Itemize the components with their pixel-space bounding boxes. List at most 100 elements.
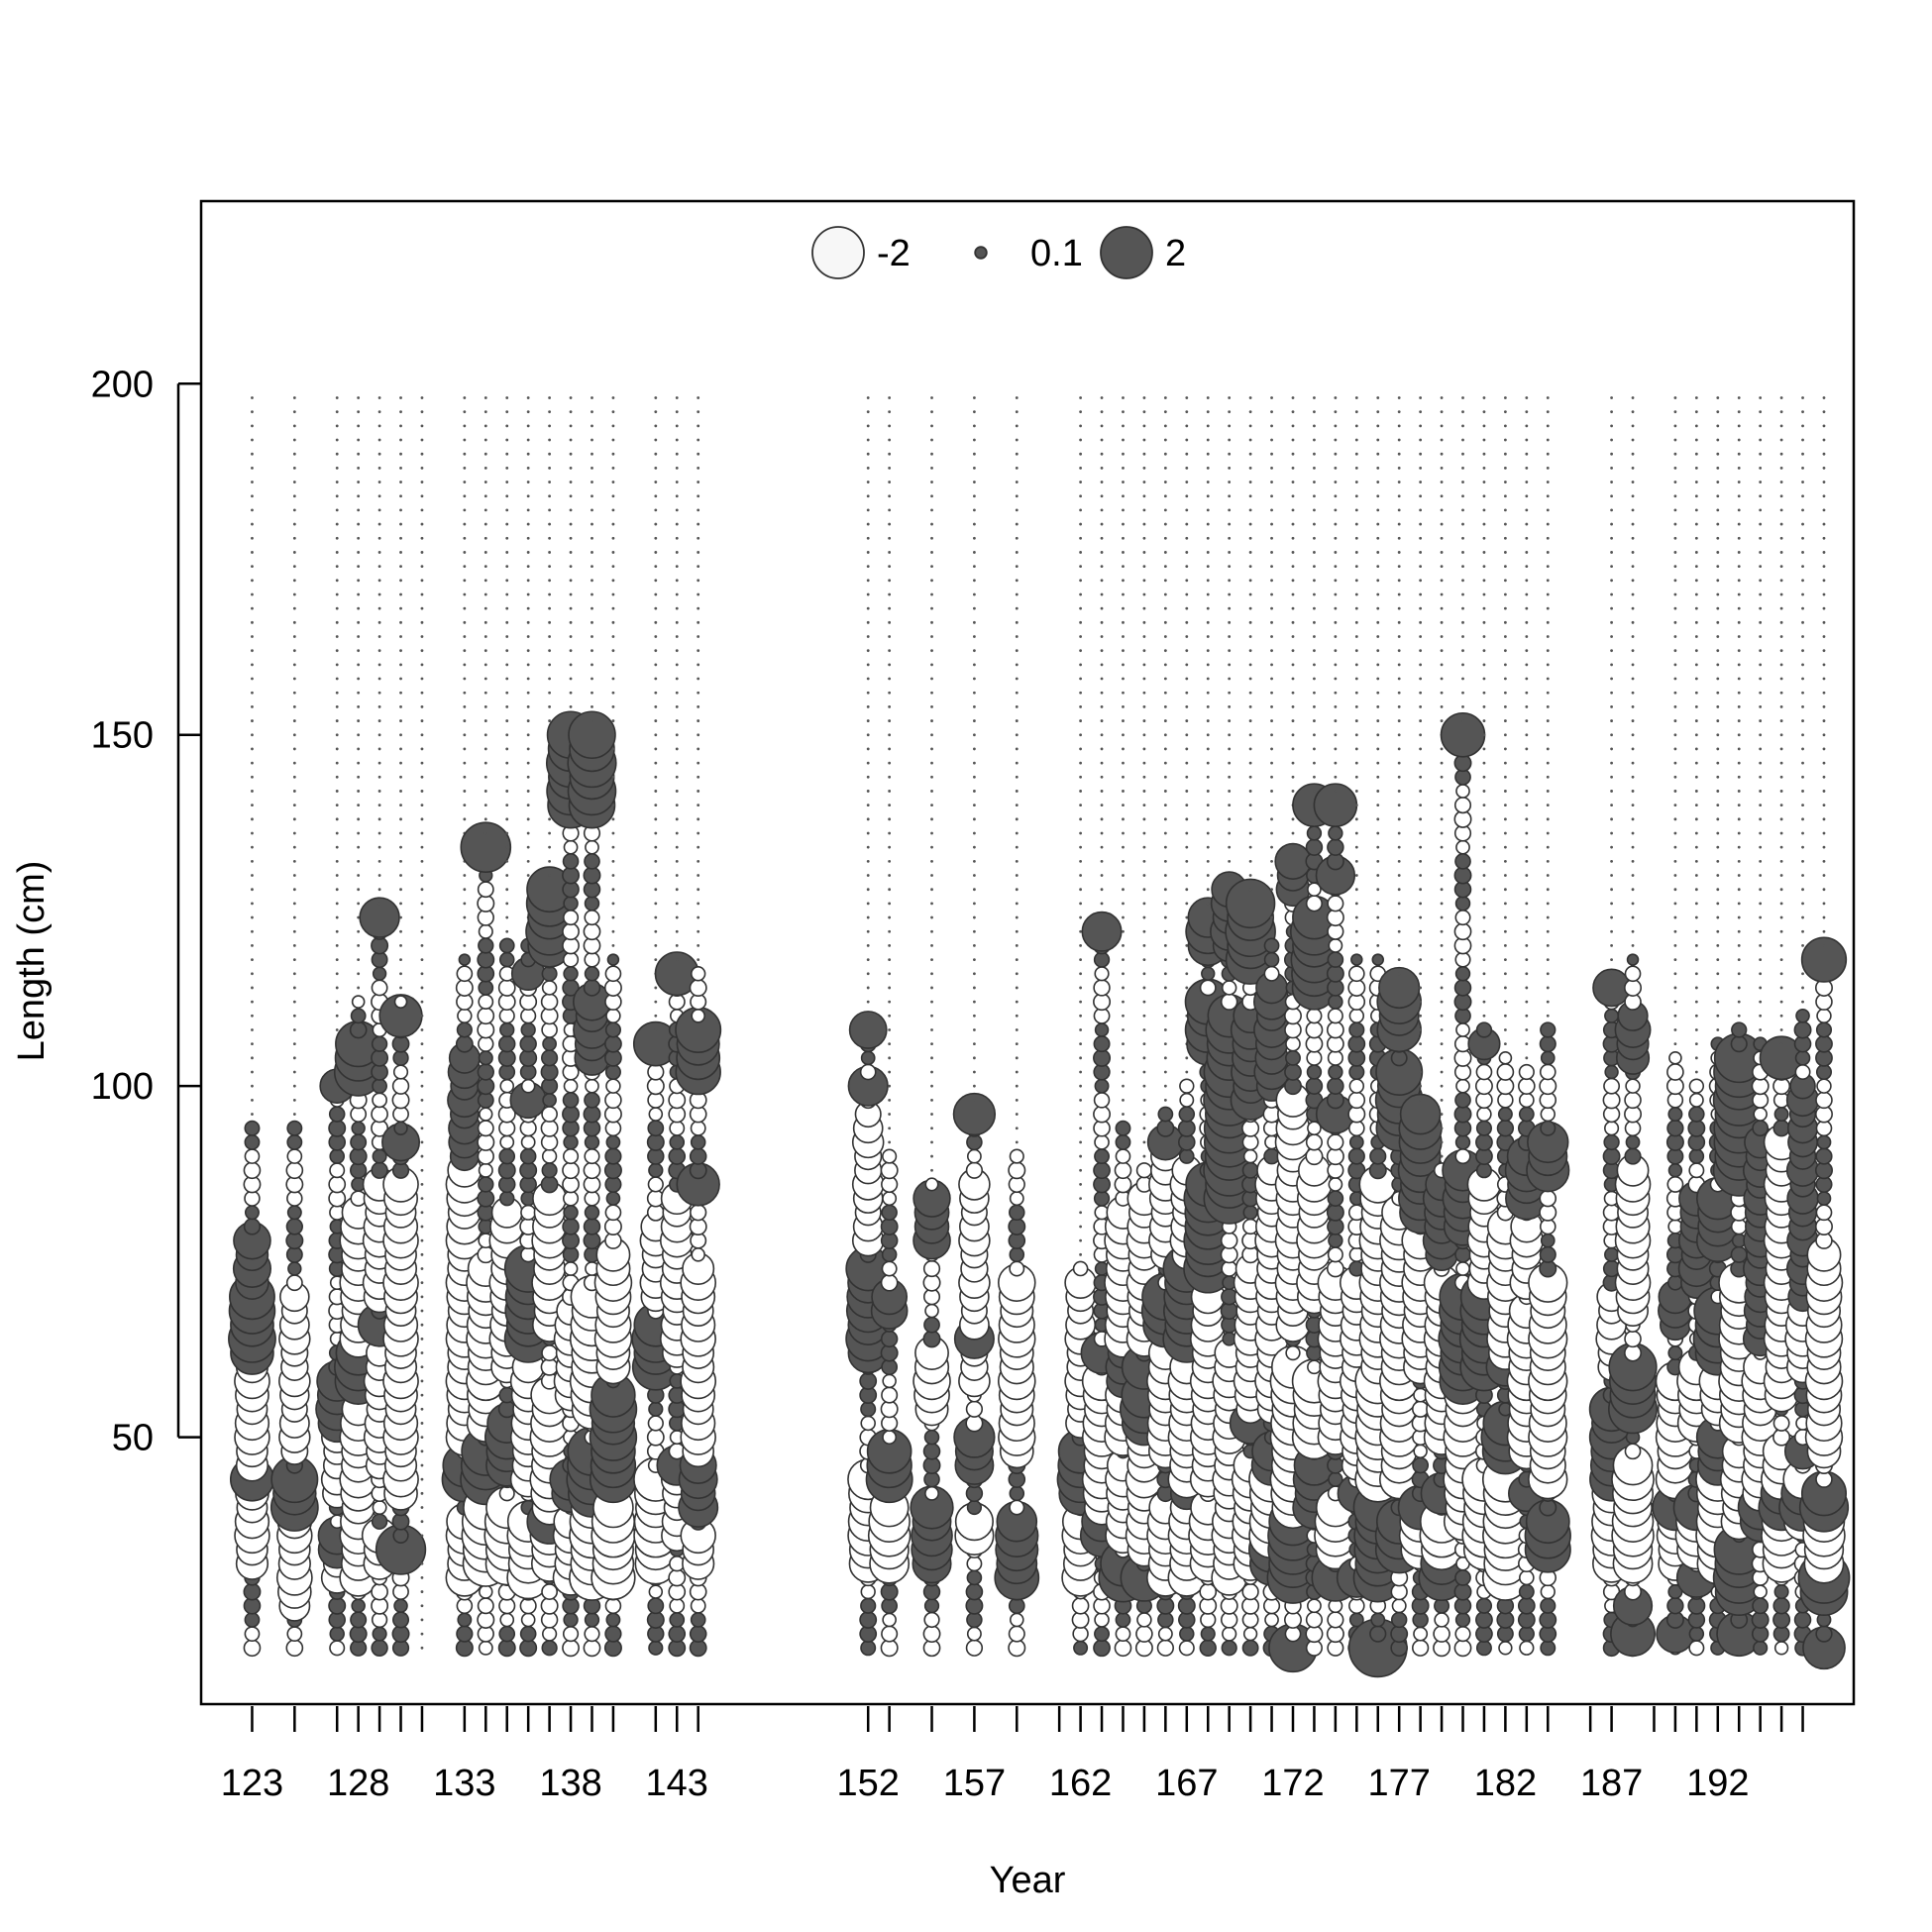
bubble-empty <box>1801 508 1804 512</box>
bubble-empty <box>1419 635 1423 638</box>
bubble-empty <box>1334 677 1338 681</box>
bubble-empty <box>697 902 700 906</box>
bubble-empty <box>1163 481 1167 483</box>
bubble-empty <box>292 691 296 695</box>
bubble-empty <box>930 551 933 554</box>
bubble-negative <box>859 1063 877 1081</box>
bubble-empty <box>675 817 679 821</box>
bubble-empty <box>1185 663 1189 667</box>
bubble-empty <box>357 915 361 919</box>
bubble-empty <box>866 704 870 708</box>
bubble-empty <box>357 452 361 456</box>
bubble-empty <box>697 508 700 512</box>
bubble-positive <box>1539 1245 1556 1263</box>
bubble-empty <box>1228 845 1232 849</box>
bubble-empty <box>1779 452 1783 456</box>
bubble-empty <box>463 620 467 624</box>
bubble-negative <box>1794 1064 1811 1081</box>
bubble-empty <box>357 929 361 933</box>
bubble-empty <box>399 410 402 414</box>
bubble-empty <box>1440 1113 1444 1116</box>
bubble-empty <box>251 888 254 892</box>
bubble-empty <box>1015 958 1019 961</box>
bubble-empty <box>1503 410 1507 414</box>
bubble-negative <box>1603 1077 1621 1095</box>
bubble-empty <box>1503 888 1507 892</box>
bubble-empty <box>1122 747 1125 751</box>
bubble-empty <box>930 620 933 624</box>
bubble-empty <box>1397 704 1401 708</box>
bubble-empty <box>1248 719 1252 722</box>
bubble-empty <box>611 888 615 892</box>
bubble-positive <box>583 866 601 885</box>
bubble-empty <box>292 972 296 976</box>
bubble-empty <box>1525 733 1529 737</box>
bubble-empty <box>1015 635 1019 638</box>
bubble-empty <box>973 972 976 976</box>
bubble-empty <box>1313 691 1316 695</box>
bubble-positive <box>1518 1625 1535 1643</box>
bubble-negative <box>1009 1260 1025 1277</box>
bubble-empty <box>1631 719 1635 722</box>
bubble-empty <box>1482 466 1486 470</box>
bubble-negative <box>1519 1569 1535 1586</box>
bubble-empty <box>1482 817 1486 821</box>
bubble-positive <box>1604 1008 1620 1023</box>
bubble-positive <box>478 1050 493 1066</box>
bubble-empty <box>251 396 254 399</box>
bubble-empty <box>292 452 296 456</box>
bubble-empty <box>1185 817 1189 821</box>
bubble-negative <box>498 1485 515 1502</box>
bubble-empty <box>1546 410 1550 414</box>
bubble-empty <box>420 915 424 919</box>
bubble-negative <box>922 1625 941 1644</box>
bubble-empty <box>569 649 573 653</box>
bubble-empty <box>1291 438 1295 442</box>
bubble-empty <box>1759 452 1763 456</box>
bubble-negative <box>243 1639 262 1658</box>
bubble-empty <box>1737 859 1741 863</box>
bubble-empty <box>1015 719 1019 722</box>
bubble-negative <box>965 1639 984 1657</box>
bubble-empty <box>1354 804 1358 807</box>
bubble-empty <box>292 761 296 765</box>
bubble-empty <box>1694 592 1698 596</box>
bubble-empty <box>483 635 487 638</box>
bubble-empty <box>251 972 254 976</box>
bubble-empty <box>675 888 679 892</box>
bubble-negative <box>478 994 494 1011</box>
bubble-empty <box>357 592 361 596</box>
bubble-empty <box>251 859 254 863</box>
bubble-empty <box>611 704 615 708</box>
bubble-empty <box>1482 986 1486 990</box>
bubble-empty <box>1122 649 1125 653</box>
bubble-empty <box>697 452 700 456</box>
bubble-empty <box>1482 944 1486 947</box>
bubble-positive <box>350 1133 368 1151</box>
bubble-positive <box>498 1190 515 1207</box>
bubble-empty <box>526 635 530 638</box>
bubble-empty <box>420 1604 424 1608</box>
bubble-empty <box>866 481 870 483</box>
bubble-empty <box>1291 466 1295 470</box>
bubble-empty <box>930 1042 933 1046</box>
bubble-negative <box>479 1584 493 1599</box>
bubble-negative <box>881 1260 898 1277</box>
bubble-empty <box>675 845 679 849</box>
bubble-empty <box>1163 944 1167 947</box>
bubble-negative <box>371 1105 388 1124</box>
bubble-empty <box>292 410 296 414</box>
bubble-empty <box>505 790 509 793</box>
bubble-empty <box>1079 704 1082 708</box>
bubble-positive <box>1093 1639 1111 1658</box>
bubble-empty <box>1270 761 1273 765</box>
bubble-empty <box>888 410 892 414</box>
bubble-empty <box>1100 663 1104 667</box>
bubble-empty <box>1503 902 1507 906</box>
bubble-empty <box>1525 466 1529 470</box>
bubble-empty <box>1440 1028 1444 1031</box>
bubble-positive <box>1326 964 1344 983</box>
bubble-positive <box>1475 1611 1493 1629</box>
bubble-empty <box>1079 874 1082 877</box>
bubble-empty <box>1610 790 1613 793</box>
